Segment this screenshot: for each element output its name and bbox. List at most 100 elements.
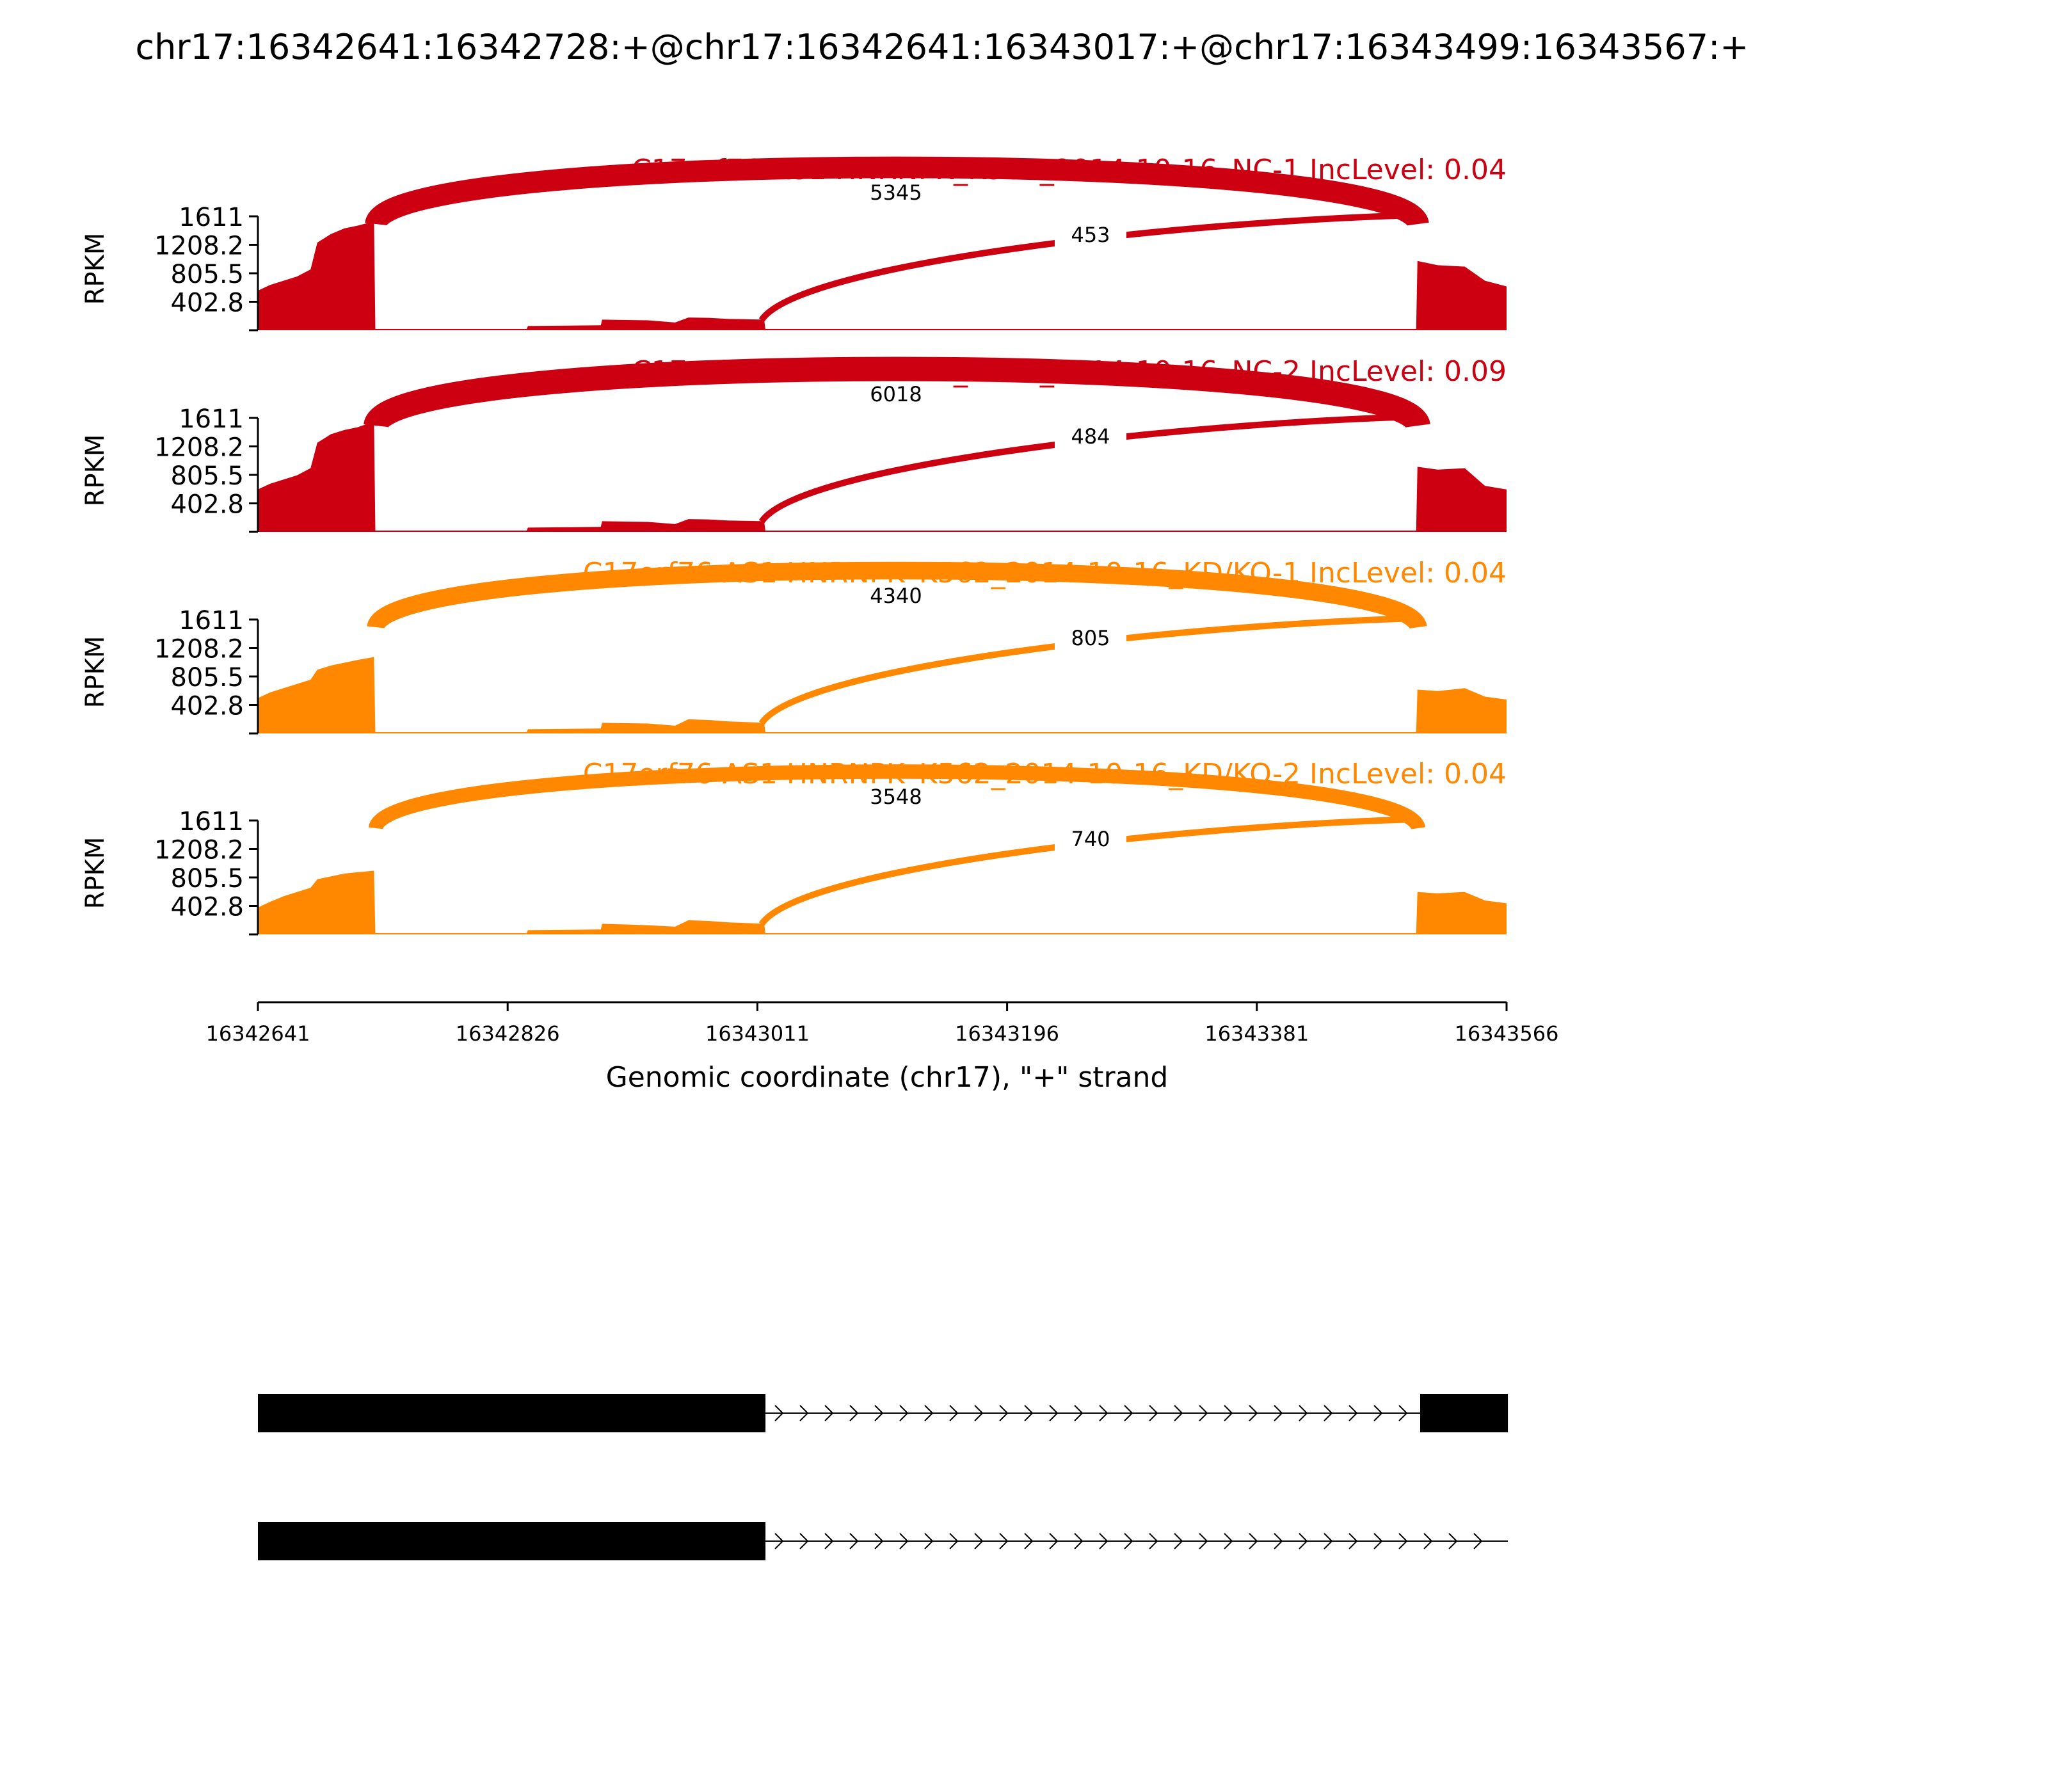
junction-label-box — [860, 786, 932, 809]
strand-arrow — [974, 1405, 984, 1421]
x-tick-label: 16343566 — [1455, 1021, 1559, 1046]
junction-label-box — [860, 383, 932, 406]
strand-arrow — [999, 1533, 1009, 1549]
strand-arrow — [1324, 1533, 1333, 1549]
y-tick-label: 1611 — [179, 203, 244, 232]
strand-arrow — [1224, 1405, 1233, 1421]
x-tick-label: 16342826 — [456, 1021, 560, 1046]
y-tick-label: 805.5 — [170, 260, 244, 289]
junction-label-box — [1055, 224, 1126, 247]
y-tick-label: 402.8 — [170, 691, 244, 721]
strand-arrow — [974, 1533, 984, 1549]
y-axis-label: RPKM — [81, 837, 110, 909]
strand-arrow — [1373, 1405, 1383, 1421]
strand-arrow — [849, 1533, 859, 1549]
exon — [1420, 1394, 1508, 1432]
junction-label: 805 — [1071, 626, 1110, 650]
y-tick-label: 1208.2 — [154, 635, 244, 664]
junction-arc — [758, 413, 1419, 524]
y-axis-label: RPKM — [81, 233, 110, 305]
strand-arrow — [1199, 1533, 1208, 1549]
strand-arrow — [1348, 1405, 1358, 1421]
coverage-area — [258, 870, 1507, 934]
strand-arrow — [1124, 1405, 1133, 1421]
strand-arrow — [1274, 1405, 1283, 1421]
y-tick-label: 1208.2 — [154, 836, 244, 865]
strand-arrow — [1049, 1533, 1059, 1549]
transcript-models — [258, 1394, 1508, 1560]
y-tick-label: 1611 — [179, 606, 244, 636]
strand-arrow — [774, 1533, 784, 1549]
strand-arrow — [1249, 1405, 1258, 1421]
strand-arrow — [799, 1533, 809, 1549]
junction-label: 484 — [1071, 424, 1110, 449]
strand-arrow — [1448, 1533, 1458, 1549]
strand-arrow — [1074, 1405, 1084, 1421]
junction-arc — [758, 615, 1419, 725]
strand-arrow — [924, 1533, 934, 1549]
strand-arrow — [1224, 1533, 1233, 1549]
strand-arrow — [999, 1405, 1009, 1421]
y-tick-label: 805.5 — [170, 864, 244, 893]
junction-label-box — [1055, 426, 1126, 449]
strand-arrow — [1324, 1405, 1333, 1421]
junction-arc — [368, 764, 1426, 831]
x-tick-label: 16343381 — [1204, 1021, 1309, 1046]
strand-arrow — [1174, 1405, 1183, 1421]
x-tick-label: 16343196 — [955, 1021, 1059, 1046]
strand-arrow — [824, 1405, 834, 1421]
strand-arrow — [1299, 1405, 1308, 1421]
junction-label: 4340 — [870, 584, 922, 608]
junction-label: 453 — [1071, 223, 1110, 247]
strand-arrow — [1473, 1533, 1483, 1549]
transcript — [258, 1522, 1508, 1560]
exon — [258, 1522, 376, 1560]
strand-arrow — [1074, 1533, 1084, 1549]
junction-label: 740 — [1071, 827, 1110, 851]
x-axis: 16342641 16342826 16343011 16343196 16343381… — [206, 1001, 1559, 1046]
junction-label-box — [1055, 828, 1126, 851]
strand-arrow — [1049, 1405, 1059, 1421]
strand-arrow — [949, 1533, 959, 1549]
strand-arrow — [1348, 1533, 1358, 1549]
strand-arrow — [899, 1533, 909, 1549]
strand-arrow — [1373, 1533, 1383, 1549]
strand-arrow — [1149, 1533, 1158, 1549]
strand-arrow — [824, 1533, 834, 1549]
y-tick-label: 1208.2 — [154, 232, 244, 261]
strand-arrow — [774, 1405, 784, 1421]
coverage-area — [258, 221, 1507, 330]
junction-label: 3548 — [870, 785, 922, 809]
y-tick-label: 1611 — [179, 404, 244, 434]
junction-label-box — [1055, 627, 1126, 650]
junction-arc — [364, 356, 1430, 431]
strand-arrow — [949, 1405, 959, 1421]
strand-arrow — [849, 1405, 859, 1421]
strand-arrow — [1249, 1533, 1258, 1549]
junction-arc — [367, 561, 1427, 631]
x-tick-label: 16342641 — [206, 1021, 310, 1046]
strand-arrow — [1299, 1533, 1308, 1549]
strand-arrow — [1099, 1405, 1108, 1421]
strand-arrow — [1024, 1533, 1034, 1549]
strand-arrow — [1024, 1405, 1034, 1421]
junction-label-box — [860, 585, 932, 608]
strand-arrow — [1149, 1405, 1158, 1421]
strand-arrow — [1099, 1533, 1108, 1549]
strand-arrow — [1423, 1533, 1433, 1549]
strand-arrow — [1274, 1533, 1283, 1549]
exon — [258, 1394, 376, 1432]
junction-arc — [365, 156, 1429, 228]
strand-arrow — [874, 1533, 884, 1549]
exon — [375, 1394, 766, 1432]
figure-title: chr17:16342641:16342728:+@chr17:16342641… — [135, 27, 1748, 67]
junction-arc — [758, 816, 1419, 926]
y-tick-label: 805.5 — [170, 461, 244, 491]
transcript — [258, 1394, 1508, 1432]
strand-arrow — [799, 1405, 809, 1421]
